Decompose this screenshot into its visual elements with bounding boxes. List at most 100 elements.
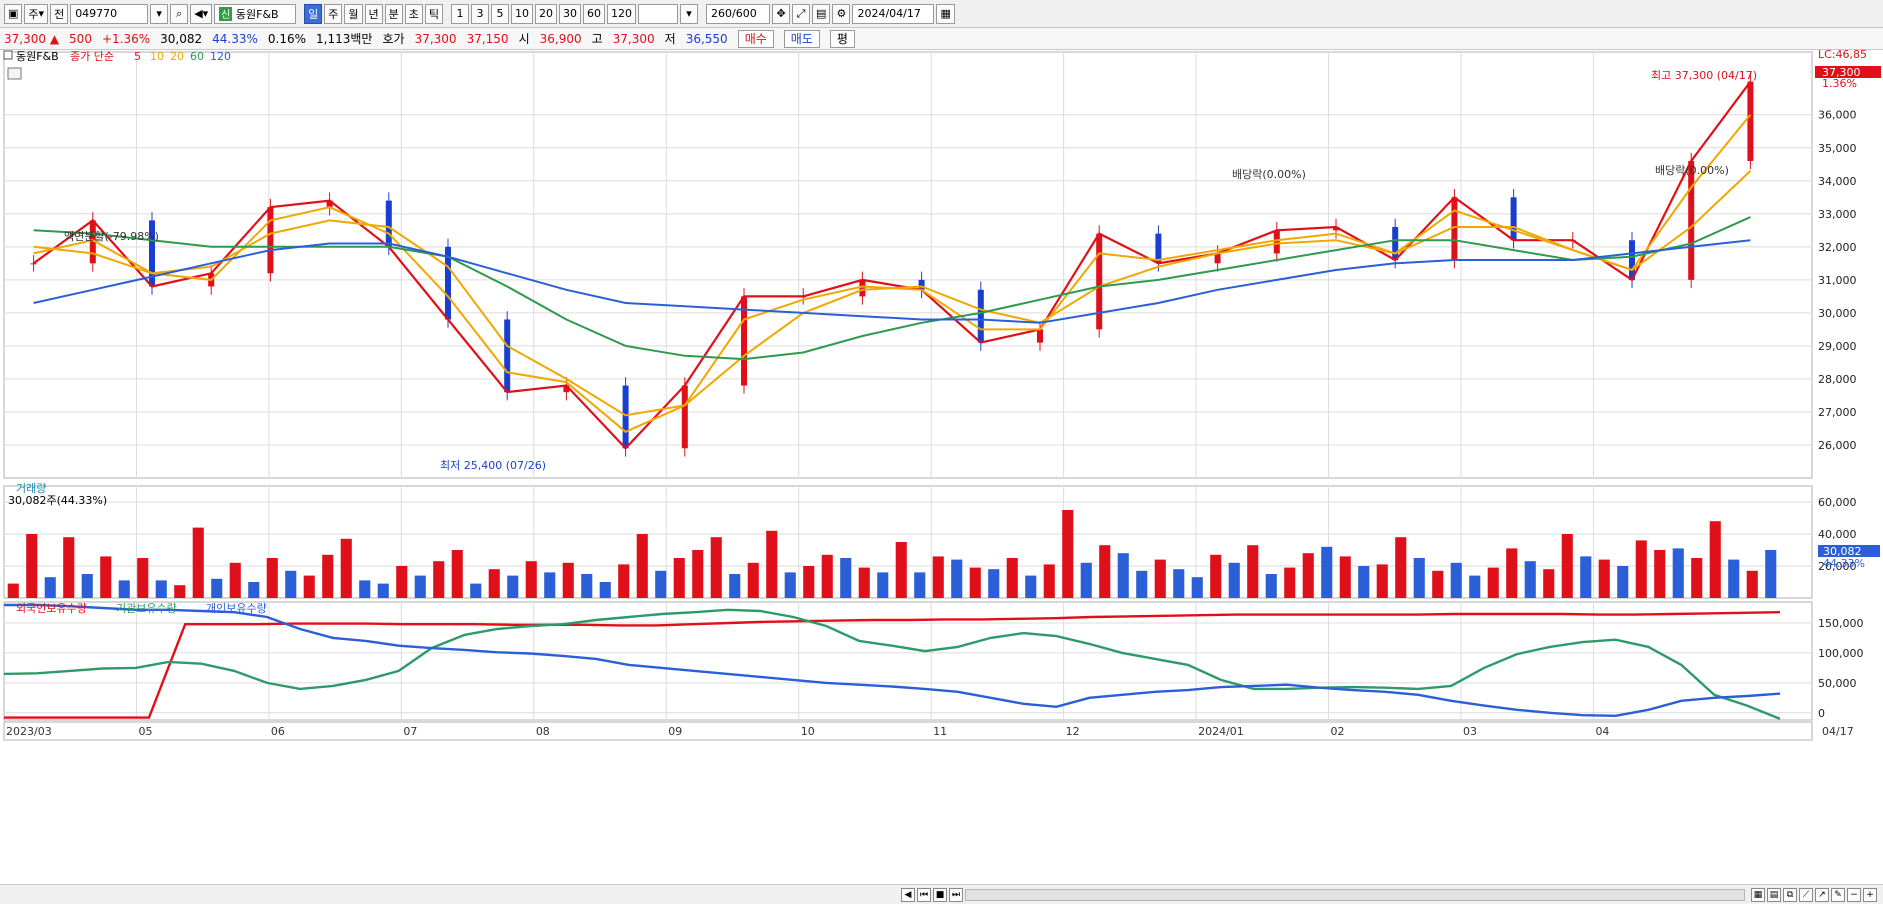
candle-body: [1510, 197, 1517, 241]
ma-legend-20[interactable]: 20: [170, 50, 184, 63]
interval-button-1[interactable]: 1: [451, 3, 470, 24]
stock-legend-label[interactable]: 동원F&B: [16, 50, 59, 63]
crosshair-icon[interactable]: ✥: [772, 3, 791, 24]
volume-bar: [636, 534, 648, 598]
interval-button-60[interactable]: 60: [583, 3, 606, 24]
volume-bar: [414, 575, 426, 598]
holdings-y-tick-label: 0: [1818, 707, 1825, 720]
volume-bar: [655, 570, 667, 598]
stock-chart[interactable]: 2023/03 05 06 07 08 09 10 11 12 2024/01 02 03 04 04/1…: [0, 50, 1883, 884]
interval-button-3[interactable]: 3: [471, 3, 490, 24]
market-mode-select[interactable]: 주 ▾: [24, 3, 49, 24]
trend-icon[interactable]: ⟋: [1799, 887, 1813, 902]
stock-name-field[interactable]: 신 동원F&B: [214, 3, 297, 24]
zoom-in-icon[interactable]: +: [1863, 887, 1877, 902]
holdings-legend-individual[interactable]: 개인보유수량: [206, 602, 267, 615]
compare-icon[interactable]: ⧉: [1783, 887, 1797, 902]
zoom-icon[interactable]: ⤢: [792, 3, 811, 24]
buy-button[interactable]: 매수: [737, 29, 774, 48]
volume-bar: [1728, 559, 1740, 598]
volume-panel-title[interactable]: 거래량: [16, 482, 46, 495]
bid-price: 37,300: [414, 31, 457, 46]
ma-legend-10[interactable]: 10: [150, 50, 164, 63]
bar-count-input[interactable]: 260/600: [706, 3, 771, 24]
code-prefix-button[interactable]: 전: [50, 3, 69, 24]
volume-bar: [1543, 569, 1555, 598]
volume-bar: [340, 538, 352, 598]
volume-bar: [285, 570, 297, 598]
dropdown-arrow-icon[interactable]: ▾: [150, 3, 169, 24]
volume-bar: [322, 554, 334, 598]
stop-icon[interactable]: ■: [933, 887, 947, 902]
speaker-icon[interactable]: ◀▾: [190, 3, 213, 24]
period-button-week[interactable]: 주: [324, 3, 343, 24]
volume-bar: [803, 566, 815, 598]
volume-bar: [1302, 553, 1314, 598]
market-mode-label: 주: [28, 7, 39, 21]
candle-body: [741, 296, 747, 386]
custom-interval-input[interactable]: [638, 3, 679, 24]
settings-icon[interactable]: ⚙: [832, 3, 851, 24]
keyboard-icon[interactable]: [7, 67, 22, 80]
new-listing-badge: 신: [219, 6, 233, 21]
volume-bar: [988, 569, 1000, 598]
interval-button-10[interactable]: 10: [511, 3, 534, 24]
interval-button-30[interactable]: 30: [559, 3, 582, 24]
price-y-tick-label: 33,000: [1818, 208, 1857, 221]
volume-bar: [7, 583, 19, 598]
trade-amount: 1,113백만: [316, 32, 373, 46]
interval-button-5[interactable]: 5: [491, 3, 510, 24]
holdings-legend-foreign[interactable]: 외국인보유수량: [16, 602, 87, 615]
lc-label: LC:46,85: [1818, 50, 1867, 61]
date-input[interactable]: 2024/04/17: [852, 3, 935, 24]
candle-body: [977, 289, 984, 343]
ma-legend-5[interactable]: 5: [134, 50, 141, 63]
volume-bar: [1635, 540, 1647, 598]
candle-body: [326, 200, 333, 208]
ma-legend-120[interactable]: 120: [210, 50, 231, 63]
indicator-icon[interactable]: ↗: [1815, 887, 1829, 902]
period-button-tick[interactable]: 틱: [424, 3, 444, 24]
save-icon[interactable]: ▤: [812, 3, 831, 24]
price-change: 500: [69, 31, 92, 46]
high-price: 37,300: [612, 31, 655, 46]
volume-bar: [377, 583, 389, 598]
split-annotation: 액면분할(-79.98%): [64, 230, 159, 243]
period-button-month[interactable]: 월: [344, 3, 363, 24]
x-tick-label: 07: [403, 725, 417, 738]
ma-legend-60[interactable]: 60: [190, 50, 204, 63]
volume-bar: [1395, 537, 1407, 598]
interval-dropdown-icon[interactable]: ▾: [680, 3, 699, 24]
stock-legend-box-icon[interactable]: [3, 50, 13, 60]
period-button-year[interactable]: 년: [364, 3, 383, 24]
calendar-icon[interactable]: ▦: [936, 3, 955, 24]
candle-body: [504, 319, 511, 393]
interval-button-120[interactable]: 120: [607, 3, 637, 24]
scroll-first-icon[interactable]: ⏮: [917, 887, 931, 902]
draw-icon[interactable]: ✎: [1831, 887, 1845, 902]
period-button-day[interactable]: 일: [304, 3, 323, 24]
volume-bar: [470, 583, 482, 598]
scroll-left-icon[interactable]: ◀: [901, 887, 915, 902]
layout-icon[interactable]: ▣: [4, 3, 23, 24]
volume-bar: [951, 559, 963, 598]
interval-button-20[interactable]: 20: [535, 3, 558, 24]
scroll-last-icon[interactable]: ⏭: [949, 887, 963, 902]
scroll-track[interactable]: [965, 888, 1745, 901]
eval-button[interactable]: 평: [829, 29, 855, 48]
zoom-out-icon[interactable]: −: [1847, 887, 1861, 902]
holdings-legend-institution[interactable]: 기관보유수량: [116, 602, 177, 615]
holdings-y-tick-label: 50,000: [1818, 677, 1857, 690]
x-tick-label: 09: [668, 725, 682, 738]
period-button-second[interactable]: 초: [404, 3, 423, 24]
search-icon[interactable]: ⌕: [170, 3, 189, 24]
sell-button[interactable]: 매도: [783, 29, 820, 48]
chart-type-icon[interactable]: ▤: [1767, 887, 1781, 902]
volume-bar: [544, 572, 556, 598]
ma-legend-title[interactable]: 종가 단순: [70, 50, 114, 63]
volume-bar: [784, 572, 796, 598]
grid-toggle-icon[interactable]: ▦: [1751, 887, 1765, 902]
stock-code-input[interactable]: 049770: [70, 3, 149, 24]
volume-bar: [100, 556, 112, 598]
period-button-minute[interactable]: 분: [384, 3, 403, 24]
